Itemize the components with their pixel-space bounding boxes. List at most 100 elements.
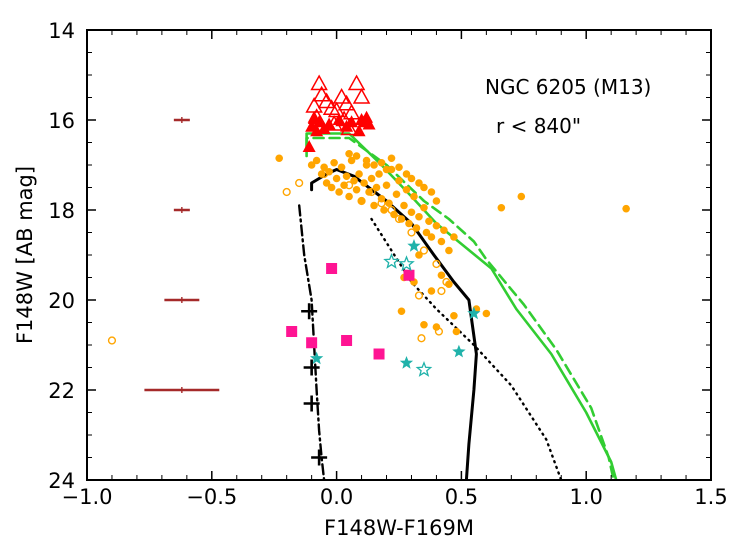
- orange-open-point: [295, 178, 304, 188]
- orange-open-point: [107, 336, 117, 345]
- orange-filled-point: [415, 179, 423, 187]
- red-filled-triangle-point: [345, 115, 359, 128]
- orange-filled-point: [397, 215, 406, 223]
- orange-filled-point: [355, 170, 363, 178]
- orange-filled-point: [440, 226, 448, 235]
- orange-filled-point: [452, 327, 461, 336]
- orange-filled-point: [397, 307, 406, 316]
- orange-filled-point: [330, 158, 338, 167]
- black-plus-point: [301, 303, 318, 320]
- teal-open-star-point: [383, 252, 400, 269]
- orange-filled-point: [427, 188, 436, 196]
- red-filled-triangle-point: [352, 124, 366, 137]
- orange-filled-point: [360, 179, 368, 187]
- orange-filled-point: [332, 174, 341, 183]
- orange-open-point: [367, 187, 376, 197]
- orange-open-point: [320, 169, 329, 179]
- teal-open-star-point: [415, 361, 433, 377]
- red-open-triangle-point: [352, 87, 371, 104]
- black-plus-point: [311, 449, 328, 466]
- orange-filled-point: [622, 204, 630, 213]
- orange-filled-point: [317, 170, 326, 178]
- orange-filled-point: [335, 188, 343, 196]
- red-open-triangle-point: [337, 94, 356, 111]
- red-open-triangle-point: [310, 74, 328, 91]
- red-filled-triangle-point: [332, 113, 346, 125]
- orange-filled-point: [432, 221, 441, 230]
- red-filled-triangle-point: [302, 140, 316, 152]
- orange-filled-point: [432, 197, 441, 205]
- orange-filled-point: [307, 161, 316, 169]
- orange-filled-point: [380, 206, 388, 214]
- annotation-cluster-name: NGC 6205 (M13): [485, 75, 651, 99]
- orange-filled-point: [312, 156, 321, 165]
- orange-filled-point: [432, 323, 441, 331]
- red-open-triangle-point: [332, 87, 351, 104]
- orange-filled-point: [382, 181, 391, 190]
- red-filled-triangle-point: [362, 117, 376, 130]
- orange-filled-point: [427, 287, 436, 295]
- orange-open-point: [442, 277, 451, 287]
- red-filled-triangle-point: [322, 117, 336, 130]
- red-filled-triangle-point: [355, 113, 369, 125]
- orange-filled-point: [347, 156, 356, 165]
- y-tick-label: 18: [48, 199, 75, 223]
- orange-filled-point: [407, 208, 416, 217]
- orange-filled-point: [437, 237, 446, 246]
- red-open-triangle-point: [312, 85, 331, 102]
- orange-filled-point: [437, 271, 446, 280]
- orange-open-point: [414, 291, 424, 300]
- orange-filled-point: [482, 309, 491, 318]
- red-open-triangle-point: [317, 92, 336, 109]
- x-tick-label: 0.0: [320, 485, 353, 509]
- orange-open-point: [432, 259, 441, 269]
- x-tick-label: 0.5: [445, 485, 478, 509]
- orange-filled-point: [370, 201, 378, 210]
- black-plus-point: [303, 359, 320, 376]
- orange-filled-point: [367, 174, 376, 183]
- orange-filled-point: [450, 311, 458, 320]
- orange-filled-point: [337, 163, 346, 172]
- black-dotted-line: [370, 217, 563, 480]
- orange-filled-point: [420, 183, 428, 192]
- x-tick-label: −1.0: [62, 485, 113, 509]
- orange-open-point: [417, 334, 426, 343]
- orange-open-point: [344, 181, 354, 190]
- green-model-dashed-line: [305, 136, 616, 480]
- orange-filled-point: [420, 203, 428, 212]
- teal-filled-star-point: [399, 356, 414, 369]
- y-tick-label: 22: [48, 379, 75, 403]
- pink-square-point: [341, 335, 353, 346]
- orange-filled-point: [320, 163, 328, 172]
- red-open-triangle-point: [322, 99, 341, 115]
- y-tick-label: 24: [48, 469, 75, 493]
- orange-filled-point: [405, 219, 413, 228]
- x-axis-title: F148W-F169M: [324, 516, 474, 540]
- orange-filled-point: [275, 154, 283, 163]
- orange-open-point: [407, 228, 416, 237]
- pink-square-point: [403, 269, 415, 281]
- orange-filled-point: [402, 170, 411, 178]
- orange-filled-point: [352, 152, 361, 160]
- orange-filled-point: [410, 192, 418, 201]
- orange-open-point: [282, 187, 291, 197]
- orange-open-point: [394, 214, 404, 224]
- orange-filled-point: [400, 201, 408, 210]
- orange-open-point: [437, 286, 446, 296]
- orange-filled-point: [375, 170, 383, 178]
- orange-filled-point: [370, 161, 378, 169]
- orange-filled-point: [342, 172, 351, 181]
- axis-ticks: −1.0 −0.5 0.0 0.5 1.0 1.5 14 16 18 20 22 24: [48, 19, 727, 509]
- teal-filled-star-point: [310, 351, 324, 365]
- orange-filled-point: [395, 176, 403, 185]
- pink-square-point: [286, 326, 298, 337]
- y-tick-label: 16: [48, 109, 75, 133]
- orange-filled-point: [365, 188, 373, 196]
- orange-filled-point: [497, 203, 506, 212]
- orange-filled-point: [362, 156, 371, 165]
- pink-square-point: [326, 263, 338, 274]
- orange-open-point: [419, 246, 429, 255]
- orange-filled-point: [377, 158, 386, 167]
